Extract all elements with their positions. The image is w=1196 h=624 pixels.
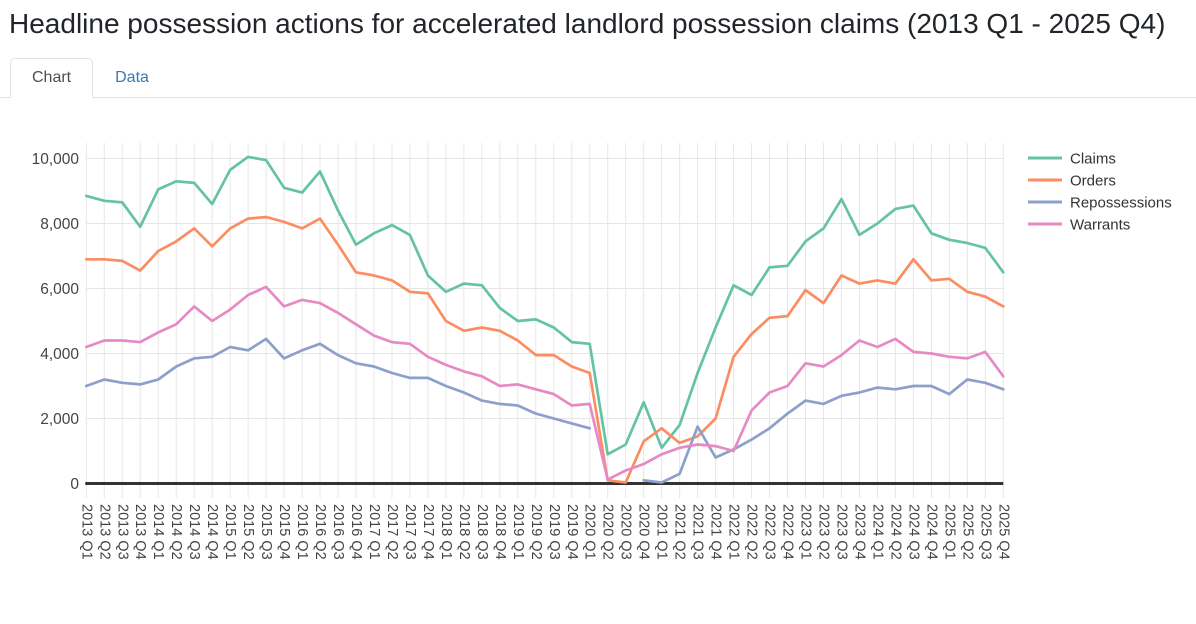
x-tick-label: 2018 Q1: [438, 504, 454, 560]
x-tick-label: 2023 Q3: [833, 504, 849, 560]
x-tick-label: 2024 Q2: [887, 504, 903, 560]
series-lines: [84, 155, 1005, 484]
x-tick-label: 2013 Q1: [78, 504, 94, 560]
x-tick-label: 2022 Q2: [744, 504, 760, 560]
x-tick-label: 2021 Q1: [654, 504, 670, 560]
horizontal-gridlines: [86, 157, 1004, 419]
x-tick-label: 2017 Q1: [366, 504, 382, 560]
x-tick-label: 2022 Q1: [726, 504, 742, 560]
x-axis-labels: 2013 Q1 2013 Q2 2013 Q3 2013 Q4 2014 Q1 2014 …: [78, 504, 1011, 560]
y-tick-label: 2,000: [40, 411, 79, 428]
y-tick-label: 6,000: [40, 281, 79, 298]
x-tick-label: 2019 Q1: [510, 504, 526, 560]
y-tick-label: 0: [70, 476, 79, 493]
series-line-warrants[interactable]: [84, 285, 1005, 481]
x-tick-label: 2020 Q1: [582, 504, 598, 560]
x-tick-label: 2025 Q1: [941, 504, 957, 560]
x-tick-label: 2019 Q4: [564, 504, 580, 560]
x-tick-label: 2020 Q3: [618, 504, 634, 560]
legend-label: Claims: [1070, 150, 1116, 167]
series-line-repossessions[interactable]: [84, 337, 1005, 484]
x-tick-label: 2021 Q4: [708, 504, 724, 560]
x-tick-label: 2015 Q1: [222, 504, 238, 560]
tab-chart[interactable]: Chart: [10, 57, 94, 98]
x-tick-label: 2017 Q4: [420, 504, 436, 560]
legend-label: Orders: [1070, 172, 1116, 189]
x-tick-label: 2020 Q4: [636, 504, 652, 560]
x-tick-label: 2023 Q1: [798, 504, 814, 560]
y-tick-label: 10,000: [32, 151, 80, 168]
y-axis-labels: 0 2,000 4,000 6,000 8,000 10,000: [32, 151, 80, 493]
x-tick-label: 2016 Q2: [312, 504, 328, 560]
page-title: Headline possession actions for accelera…: [9, 8, 1166, 39]
x-tick-label: 2025 Q4: [995, 504, 1011, 560]
x-tick-label: 2025 Q3: [977, 504, 993, 560]
chart-area: 0 2,000 4,000 6,000 8,000 10,000 2013 Q1 2013 Q…: [0, 98, 1196, 601]
x-tick-label: 2024 Q3: [905, 504, 921, 560]
x-tick-label: 2015 Q3: [258, 504, 274, 560]
x-tick-label: 2016 Q1: [294, 504, 310, 560]
series-line-orders[interactable]: [84, 215, 1005, 484]
x-tick-label: 2015 Q4: [276, 504, 292, 560]
x-tick-label: 2020 Q2: [600, 504, 616, 560]
y-tick-label: 4,000: [40, 346, 79, 363]
x-tick-label: 2013 Q3: [114, 504, 130, 560]
x-tick-label: 2024 Q1: [869, 504, 885, 560]
legend-item-orders[interactable]: Orders: [1028, 172, 1116, 189]
x-tick-label: 2025 Q2: [959, 504, 975, 560]
legend-item-claims[interactable]: Claims: [1028, 150, 1116, 167]
y-tick-label: 8,000: [40, 216, 79, 233]
legend-label: Repossessions: [1070, 194, 1172, 211]
x-tick-label: 2023 Q4: [851, 504, 867, 560]
x-tick-label: 2016 Q4: [348, 504, 364, 560]
x-tick-label: 2019 Q3: [546, 504, 562, 560]
x-tick-label: 2021 Q3: [690, 504, 706, 560]
x-tick-label: 2021 Q2: [672, 504, 688, 560]
x-tick-label: 2014 Q4: [204, 504, 220, 560]
x-tick-label: 2014 Q2: [168, 504, 184, 560]
x-tick-label: 2017 Q2: [384, 504, 400, 560]
tab-data[interactable]: Data: [115, 68, 149, 86]
x-tick-label: 2013 Q2: [96, 504, 112, 560]
x-tick-label: 2016 Q3: [330, 504, 346, 560]
tab-bar: Chart Data: [0, 57, 1196, 98]
legend-item-repossessions[interactable]: Repossessions: [1028, 194, 1172, 211]
x-tick-label: 2022 Q3: [762, 504, 778, 560]
x-tick-label: 2014 Q3: [186, 504, 202, 560]
x-tick-label: 2014 Q1: [150, 504, 166, 560]
x-tick-label: 2022 Q4: [780, 504, 796, 560]
x-tick-label: 2024 Q4: [923, 504, 939, 560]
legend-label: Warrants: [1070, 216, 1130, 233]
legend-item-warrants[interactable]: Warrants: [1028, 216, 1130, 233]
x-tick-label: 2018 Q2: [456, 504, 472, 560]
vertical-gridlines: [85, 142, 1004, 498]
x-tick-label: 2018 Q3: [474, 504, 490, 560]
x-tick-label: 2017 Q3: [402, 504, 418, 560]
x-tick-label: 2023 Q2: [815, 504, 831, 560]
series-line-claims[interactable]: [84, 155, 1005, 456]
legend: Claims Orders Repossessions Warrants: [1028, 150, 1172, 233]
x-tick-label: 2019 Q2: [528, 504, 544, 560]
x-tick-label: 2015 Q2: [240, 504, 256, 560]
x-tick-label: 2018 Q4: [492, 504, 508, 560]
x-tick-label: 2013 Q4: [132, 504, 148, 560]
